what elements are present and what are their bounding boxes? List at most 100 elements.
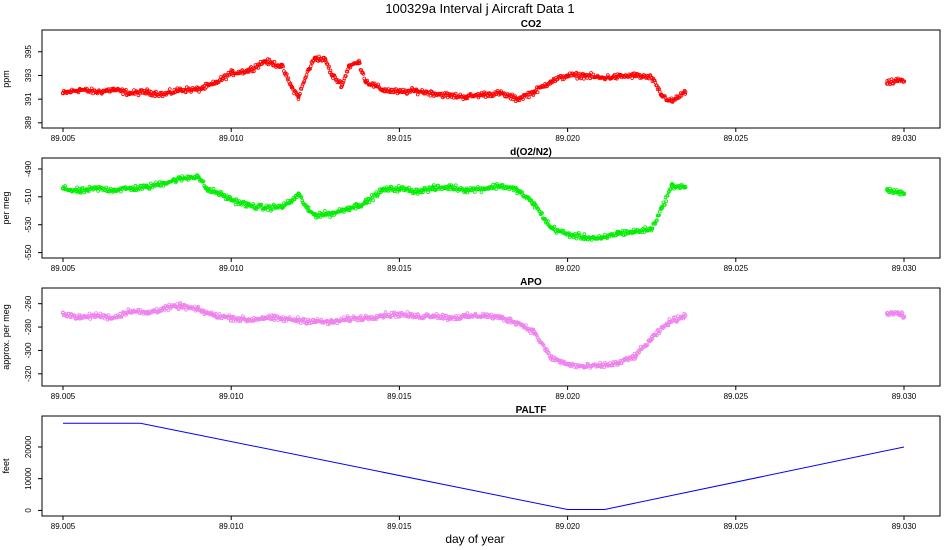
data-point [297,192,302,196]
data-point [587,364,592,368]
data-point [63,184,67,188]
figure-title: 100329a Interval j Aircraft Data 1 [385,1,574,16]
data-point [632,351,637,356]
data-point [528,331,533,335]
data-point [465,311,470,315]
data-point [554,231,559,235]
data-point [898,189,902,194]
y-tick-label: -490 [24,160,33,177]
data-point [260,62,264,66]
x-tick-label: 89.025 [724,392,749,401]
data-point [453,183,458,188]
data-point [645,343,650,347]
data-point [341,80,345,85]
x-tick-label: 89.005 [51,522,76,531]
data-point [508,97,513,101]
data-point [567,73,571,78]
data-point [666,323,671,328]
data-point [450,184,454,189]
data-point [357,61,362,65]
data-point [682,88,687,93]
data-point [149,181,153,186]
data-point [108,186,113,191]
y-tick-label: 393 [24,68,33,82]
data-point [86,189,91,194]
x-tick-label: 89.020 [555,264,580,273]
x-tick-label: 89.010 [219,392,244,401]
data-point [87,311,92,316]
data-point [284,74,288,78]
x-tick-label: 89.015 [387,264,412,273]
y-tick-label: 0 [24,508,33,513]
data-point [134,188,139,193]
data-point [335,80,340,85]
data-point [115,315,119,319]
data-point [268,209,273,213]
data-point [428,93,433,98]
y-tick-label: -550 [24,244,33,261]
data-point [477,187,482,192]
data-point [327,64,331,69]
data-point [164,304,168,309]
plot-frame [41,415,941,517]
data-point [95,91,100,96]
y-tick-label: 389 [24,116,33,130]
data-point [365,200,370,204]
data-point [247,70,251,74]
x-axis-label: day of year [445,532,504,546]
data-point [489,184,493,189]
data-point [377,190,381,195]
data-point [381,315,386,320]
data-point [237,199,242,203]
data-point [130,185,135,190]
data-point [296,97,301,101]
data-point [438,91,443,96]
data-point [201,179,206,184]
data-point [217,312,222,316]
data-point [673,315,677,319]
data-point [520,95,525,100]
data-point [407,185,411,190]
data-point [256,66,261,70]
data-point [292,197,297,202]
data-point [286,76,291,80]
data-point [395,91,400,96]
y-axis-label: feet [1,458,11,474]
data-point [419,190,424,195]
data-point [214,311,218,316]
data-point [657,209,662,214]
data-point [576,231,581,235]
data-point [675,184,679,188]
data-point [545,348,550,352]
data-point [500,183,505,187]
x-tick-label: 89.025 [724,522,749,531]
data-point [476,95,481,100]
data-point [521,97,525,101]
panel-title: APO [520,277,542,288]
data-point [284,72,289,76]
data-point [162,308,167,312]
data-point [197,307,201,312]
data-point [270,60,275,64]
data-point [584,365,589,369]
data-point [102,313,106,317]
data-point [149,183,154,188]
data-point [168,87,172,91]
x-tick-label: 89.025 [724,134,749,143]
data-point [404,92,409,96]
data-point [655,83,659,88]
data-point [332,73,337,77]
data-point [513,94,517,98]
data-point [439,185,444,190]
data-point [265,316,269,321]
data-point [428,187,433,192]
panel-title: CO2 [521,19,542,30]
data-point [510,92,515,97]
data-point [327,321,332,326]
data-point [230,314,235,319]
data-point [657,213,661,218]
data-point [364,80,369,85]
y-tick-label: 20000 [24,435,33,458]
data-point [674,94,679,98]
data-point [515,191,519,196]
